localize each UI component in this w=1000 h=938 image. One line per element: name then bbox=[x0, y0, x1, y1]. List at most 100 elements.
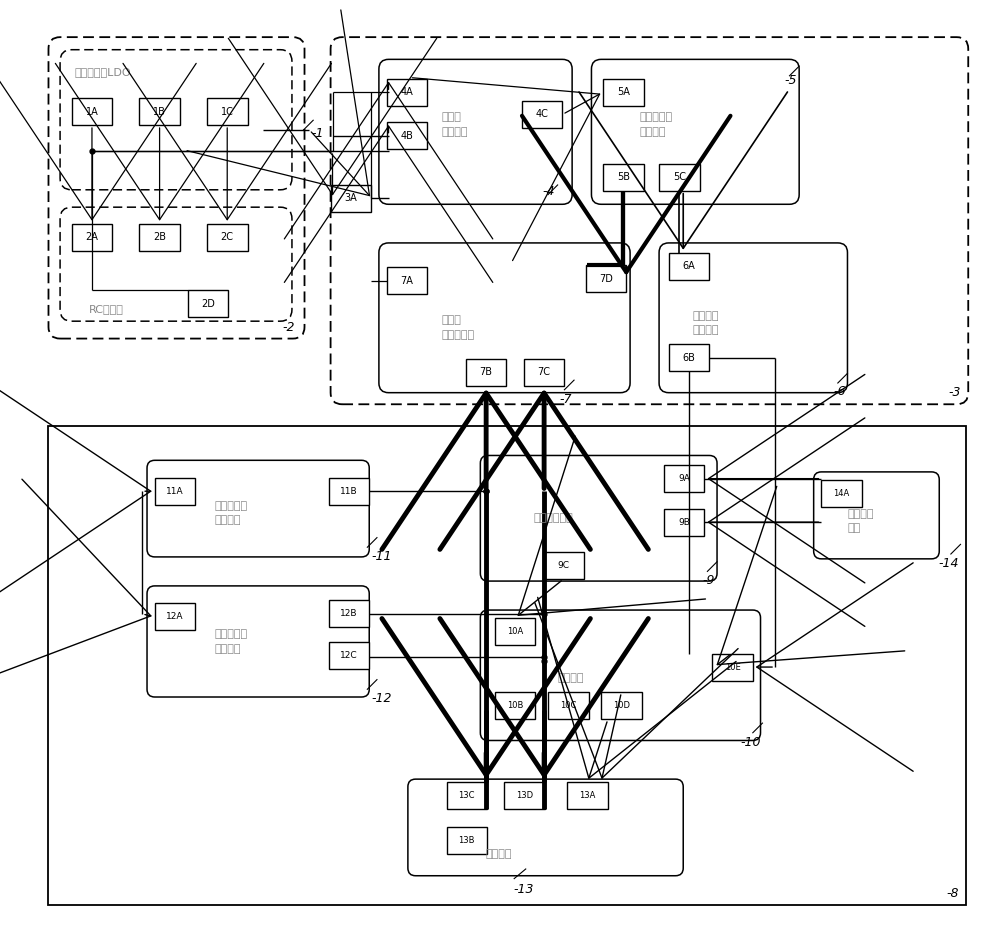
FancyBboxPatch shape bbox=[814, 472, 939, 559]
Text: 6A: 6A bbox=[683, 261, 695, 271]
Bar bbox=[72, 98, 112, 125]
Bar bbox=[155, 603, 195, 630]
Text: 1B: 1B bbox=[153, 107, 166, 116]
Bar bbox=[495, 692, 535, 719]
Bar bbox=[504, 782, 545, 809]
Text: -7: -7 bbox=[560, 393, 572, 405]
FancyBboxPatch shape bbox=[60, 50, 292, 189]
Text: 加减单元: 加减单元 bbox=[215, 643, 241, 654]
Text: -12: -12 bbox=[371, 692, 392, 705]
FancyBboxPatch shape bbox=[379, 59, 572, 204]
Text: 9A: 9A bbox=[678, 475, 690, 483]
Bar bbox=[331, 185, 371, 212]
Text: 加减单元: 加减单元 bbox=[215, 515, 241, 525]
Bar bbox=[387, 79, 427, 106]
Bar bbox=[548, 692, 589, 719]
Bar bbox=[466, 359, 506, 386]
FancyBboxPatch shape bbox=[147, 461, 369, 557]
Bar bbox=[139, 98, 180, 125]
Text: 5B: 5B bbox=[617, 173, 630, 182]
Bar bbox=[601, 692, 642, 719]
Text: 9C: 9C bbox=[557, 561, 569, 570]
Text: 可编程: 可编程 bbox=[442, 315, 462, 325]
Text: 外部时钟: 外部时钟 bbox=[847, 508, 874, 519]
Text: 2A: 2A bbox=[86, 232, 98, 242]
Text: 5C: 5C bbox=[673, 173, 686, 182]
Bar bbox=[329, 477, 369, 505]
Text: -14: -14 bbox=[938, 557, 959, 570]
Text: 仲裁单元: 仲裁单元 bbox=[558, 673, 584, 683]
Text: 1A: 1A bbox=[86, 107, 98, 116]
Text: 7C: 7C bbox=[538, 368, 551, 377]
Text: 13D: 13D bbox=[516, 791, 533, 800]
Bar bbox=[72, 223, 112, 250]
Bar bbox=[329, 642, 369, 669]
Bar bbox=[524, 359, 564, 386]
Bar bbox=[567, 782, 608, 809]
Bar bbox=[495, 618, 535, 644]
Text: 分频数细调: 分频数细调 bbox=[215, 629, 248, 640]
FancyBboxPatch shape bbox=[408, 779, 683, 876]
FancyBboxPatch shape bbox=[60, 207, 292, 321]
Text: -2: -2 bbox=[282, 321, 295, 334]
Bar bbox=[48, 427, 966, 905]
Text: 9B: 9B bbox=[678, 518, 690, 526]
Bar bbox=[155, 477, 195, 505]
FancyBboxPatch shape bbox=[659, 243, 847, 393]
Bar bbox=[139, 223, 180, 250]
Bar bbox=[329, 600, 369, 628]
Text: 基准: 基准 bbox=[847, 523, 861, 533]
FancyBboxPatch shape bbox=[480, 610, 761, 740]
Text: -13: -13 bbox=[514, 884, 534, 897]
Text: 13C: 13C bbox=[459, 791, 475, 800]
Text: 5A: 5A bbox=[617, 87, 630, 98]
Text: -3: -3 bbox=[948, 386, 961, 400]
Text: 4C: 4C bbox=[536, 110, 549, 119]
Text: -8: -8 bbox=[946, 887, 959, 900]
Bar bbox=[447, 827, 487, 855]
Text: 10B: 10B bbox=[507, 702, 523, 710]
Bar bbox=[586, 265, 626, 293]
Text: 10E: 10E bbox=[725, 662, 740, 672]
Bar bbox=[664, 465, 704, 492]
Text: 无输出电容LDO: 无输出电容LDO bbox=[75, 68, 131, 77]
Text: 产生电路: 产生电路 bbox=[640, 127, 666, 137]
Text: 12B: 12B bbox=[340, 610, 358, 618]
Text: 模拟电路: 模拟电路 bbox=[442, 127, 468, 137]
Text: 频率比较单元: 频率比较单元 bbox=[533, 513, 573, 523]
Text: 比较时钟: 比较时钟 bbox=[693, 310, 719, 321]
Text: 13A: 13A bbox=[579, 791, 596, 800]
Text: 11A: 11A bbox=[166, 487, 184, 495]
Text: 2D: 2D bbox=[201, 299, 215, 309]
Text: 12C: 12C bbox=[340, 651, 358, 660]
Text: -11: -11 bbox=[371, 551, 392, 563]
Text: 分频数粗调: 分频数粗调 bbox=[215, 501, 248, 511]
Bar bbox=[603, 79, 644, 106]
Text: 10C: 10C bbox=[560, 702, 576, 710]
FancyBboxPatch shape bbox=[480, 456, 717, 581]
Text: -1: -1 bbox=[311, 127, 324, 140]
Text: 2B: 2B bbox=[153, 232, 166, 242]
Bar bbox=[522, 101, 562, 128]
Bar bbox=[603, 164, 644, 190]
Bar bbox=[669, 252, 709, 280]
Text: -9: -9 bbox=[703, 574, 715, 587]
Text: 3A: 3A bbox=[345, 193, 357, 204]
Text: 锁相环: 锁相环 bbox=[442, 113, 462, 123]
Text: 环路分频器: 环路分频器 bbox=[442, 330, 475, 340]
Text: 存储单元: 存储单元 bbox=[485, 849, 512, 858]
FancyBboxPatch shape bbox=[48, 38, 305, 339]
Bar bbox=[387, 122, 427, 149]
Text: 14A: 14A bbox=[834, 489, 850, 498]
Text: 12A: 12A bbox=[166, 613, 184, 621]
Bar bbox=[447, 782, 487, 809]
Text: -4: -4 bbox=[542, 185, 555, 198]
Text: -5: -5 bbox=[785, 74, 797, 87]
Bar bbox=[712, 654, 753, 681]
Text: 13B: 13B bbox=[459, 837, 475, 845]
Text: 7B: 7B bbox=[480, 368, 493, 377]
Bar bbox=[188, 290, 228, 317]
Text: 11B: 11B bbox=[340, 487, 358, 495]
Bar bbox=[669, 344, 709, 371]
Text: 7D: 7D bbox=[599, 274, 613, 283]
